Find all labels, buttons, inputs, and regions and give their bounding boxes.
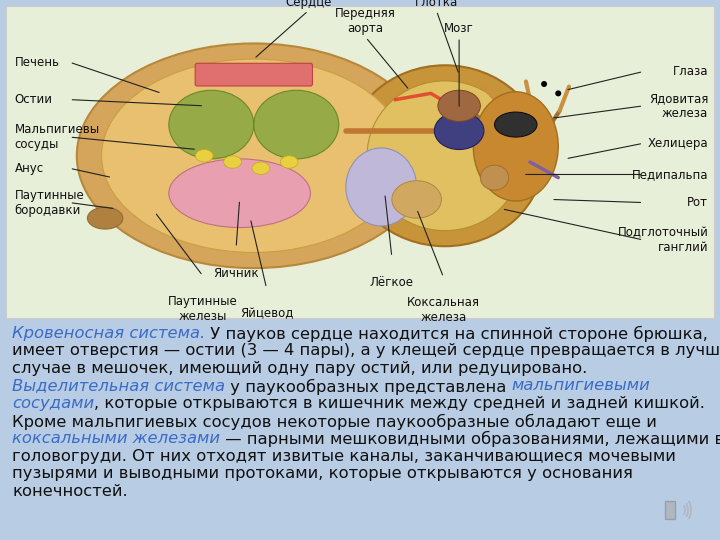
Text: Мозг: Мозг	[444, 22, 474, 35]
Text: У пауков сердце находится на спинной стороне брюшка,: У пауков сердце находится на спинной сто…	[205, 326, 708, 342]
Ellipse shape	[434, 112, 484, 150]
Text: Паутинные
бородавки: Паутинные бородавки	[14, 188, 84, 217]
Ellipse shape	[438, 90, 480, 122]
Text: случае в мешочек, имеющий одну пару остий, или редуцировано.: случае в мешочек, имеющий одну пару ости…	[12, 361, 588, 376]
Text: Кроме мальпигиевых сосудов некоторые паукообразные обладают еще и: Кроме мальпигиевых сосудов некоторые пау…	[12, 414, 657, 430]
Ellipse shape	[102, 59, 406, 253]
Ellipse shape	[87, 207, 123, 229]
Ellipse shape	[169, 159, 310, 227]
FancyBboxPatch shape	[665, 501, 675, 519]
Text: Педипальпа: Педипальпа	[632, 168, 708, 181]
Text: имеет отверстия — остии (3 — 4 пары), а у клещей сердце превращается в лучшем: имеет отверстия — остии (3 — 4 пары), а …	[12, 343, 720, 359]
Text: , которые открываются в кишечник между средней и задней кишкой.: , которые открываются в кишечник между с…	[94, 396, 705, 411]
Text: Паутинные
железы: Паутинные железы	[168, 295, 238, 322]
Circle shape	[555, 90, 562, 96]
Text: Яичник: Яичник	[213, 267, 259, 280]
FancyBboxPatch shape	[6, 6, 714, 318]
Ellipse shape	[280, 156, 298, 168]
Ellipse shape	[346, 65, 544, 246]
Text: Подглоточный
ганглий: Подглоточный ганглий	[618, 226, 708, 254]
Text: Рот: Рот	[688, 196, 708, 209]
Ellipse shape	[480, 165, 508, 190]
Text: — парными мешковидными образованиями, лежащими в: — парными мешковидными образованиями, ле…	[220, 431, 720, 447]
Text: Яйцевод: Яйцевод	[240, 307, 293, 320]
Ellipse shape	[367, 81, 523, 231]
Ellipse shape	[252, 162, 270, 174]
Text: головогруди. От них отходят извитые каналы, заканчивающиеся мочевыми: головогруди. От них отходят извитые кана…	[12, 449, 676, 463]
Text: Хелицера: Хелицера	[648, 137, 708, 150]
Text: Остии: Остии	[14, 93, 53, 106]
Text: Сердце: Сердце	[285, 0, 331, 9]
Text: коксальными железами: коксальными железами	[12, 431, 220, 446]
Text: у паукообразных представлена: у паукообразных представлена	[225, 379, 512, 395]
Text: Печень: Печень	[14, 56, 60, 69]
Circle shape	[541, 81, 547, 87]
Text: сосудами: сосудами	[12, 396, 94, 411]
Ellipse shape	[392, 181, 441, 218]
Ellipse shape	[224, 156, 241, 168]
Ellipse shape	[473, 92, 558, 201]
Ellipse shape	[253, 90, 339, 159]
Text: пузырями и выводными протоками, которые открываются у основания: пузырями и выводными протоками, которые …	[12, 466, 633, 481]
Text: Глотка: Глотка	[415, 0, 458, 9]
Ellipse shape	[195, 150, 213, 162]
Text: Коксальная
железа: Коксальная железа	[407, 296, 480, 324]
Text: мальпигиевыми: мальпигиевыми	[512, 379, 650, 394]
Text: Ядовитая
железа: Ядовитая железа	[649, 92, 708, 120]
Ellipse shape	[495, 112, 537, 137]
Text: Глаза: Глаза	[672, 65, 708, 78]
Text: Анус: Анус	[14, 162, 44, 175]
Text: Выделительная система: Выделительная система	[12, 379, 225, 394]
Text: Лёгкое: Лёгкое	[370, 276, 414, 289]
Text: конечностей.: конечностей.	[12, 483, 127, 498]
Ellipse shape	[77, 43, 431, 268]
Text: Кровеносная система.: Кровеносная система.	[12, 326, 205, 341]
Text: Мальпигиевы
сосуды: Мальпигиевы сосуды	[14, 123, 99, 151]
Ellipse shape	[168, 90, 253, 159]
FancyBboxPatch shape	[195, 63, 312, 86]
Ellipse shape	[346, 148, 417, 226]
Text: Передняя
аорта: Передняя аорта	[336, 7, 396, 35]
